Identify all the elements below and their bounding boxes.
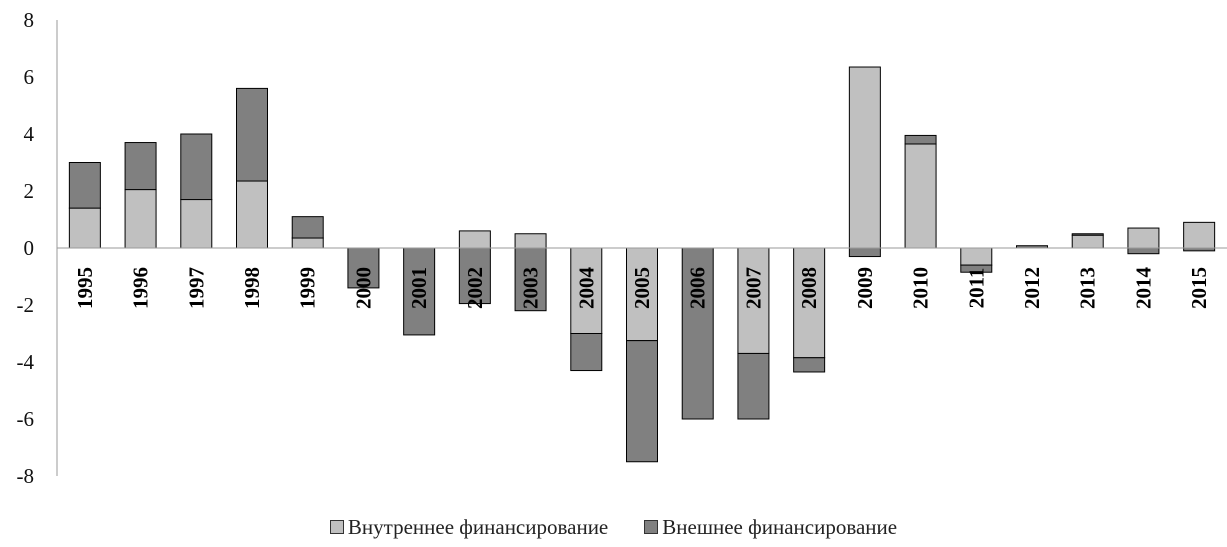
bar-segment-external-1998 <box>236 87 268 182</box>
x-tick-label: 2012 <box>1020 267 1044 309</box>
x-tick-label: 1996 <box>129 267 153 309</box>
x-tick-label: 2002 <box>463 267 487 309</box>
y-tick-label: 2 <box>24 179 35 203</box>
bar-segment-external-2014 <box>1127 247 1160 255</box>
bar-segment-internal-2007 <box>737 247 770 354</box>
bar-segment-internal-1995 <box>68 207 101 249</box>
bar-segment-external-1996 <box>124 142 157 191</box>
bar-segment-internal-2011 <box>960 247 993 266</box>
x-tick-label: 1995 <box>73 267 97 309</box>
bars-layer <box>68 66 1216 463</box>
x-tick-label: 2015 <box>1187 267 1211 309</box>
bar-segment-external-2005 <box>626 340 658 463</box>
x-tick-label: 2013 <box>1076 267 1100 309</box>
bar-segment-external-1995 <box>68 162 101 209</box>
bar-segment-internal-1996 <box>124 189 157 249</box>
legend-label-internal: Внутреннее финансирование <box>347 514 609 539</box>
x-tick-label: 1997 <box>184 267 208 309</box>
y-tick-label: 0 <box>24 236 35 260</box>
legend: Внутреннее финансирование Внешнее финанс… <box>0 512 1227 542</box>
x-tick-label: 2007 <box>741 267 765 309</box>
bar-segment-external-2007 <box>737 352 770 420</box>
x-tick-label: 2008 <box>797 267 821 309</box>
bar-segment-internal-2015 <box>1183 221 1216 249</box>
bar-segment-internal-2002 <box>458 230 491 249</box>
bar-segment-internal-1999 <box>291 237 324 249</box>
bar-segment-external-1999 <box>291 216 324 239</box>
bar-segment-internal-2013 <box>1071 234 1104 249</box>
legend-label-external: Внешнее финансирование <box>662 514 898 539</box>
bar-segment-internal-1997 <box>180 199 213 249</box>
bar-segment-external-2000 <box>347 247 380 289</box>
x-tick-label: 2010 <box>909 267 933 309</box>
x-tick-label: 1999 <box>296 267 320 309</box>
x-tick-label: 2005 <box>630 267 654 309</box>
bar-segment-external-2008 <box>793 357 826 373</box>
bar-segment-external-2009 <box>848 247 881 258</box>
y-tick-label: -6 <box>17 407 35 431</box>
x-tick-label: 2003 <box>519 267 543 309</box>
bar-segment-internal-2005 <box>626 247 658 342</box>
y-tick-label: 8 <box>24 8 35 32</box>
legend-item-external: Внешнее финансирование <box>644 515 897 540</box>
y-tick-label: 4 <box>24 122 35 146</box>
bar-segment-internal-2009 <box>848 66 881 249</box>
bar-segment-external-2010 <box>904 134 937 145</box>
bar-segment-internal-1998 <box>236 180 268 249</box>
bar-segment-external-2011 <box>960 264 993 273</box>
x-tick-label: 1998 <box>240 267 264 309</box>
x-tick-label: 2000 <box>351 267 375 309</box>
y-tick-label: -2 <box>17 293 35 317</box>
x-tick-labels: 1995 1996 1997 1998 1999 2000 2001 2002 2003 2004… <box>73 267 1211 310</box>
x-tick-label: 2006 <box>686 267 710 309</box>
bar-segment-internal-2014 <box>1127 227 1160 249</box>
legend-swatch-external <box>644 520 659 534</box>
legend-item-internal: Внутреннее финансирование <box>329 514 609 540</box>
bar-segment-external-2004 <box>570 333 603 372</box>
bar-segment-internal-2003 <box>514 233 547 249</box>
x-tick-label: 2009 <box>853 267 877 309</box>
x-tick-label: 2011 <box>964 268 988 309</box>
bar-segment-internal-2010 <box>904 143 937 249</box>
bar-segment-external-2003 <box>514 247 547 312</box>
bar-segment-external-2006 <box>681 247 714 420</box>
legend-swatch-internal <box>329 520 344 534</box>
x-tick-label: 2014 <box>1131 267 1155 310</box>
y-tick-label: -8 <box>17 464 35 488</box>
bar-segment-external-2013 <box>1071 233 1104 236</box>
x-tick-label: 2001 <box>407 267 431 309</box>
x-tick-label: 2004 <box>574 267 598 310</box>
y-tick-label: 6 <box>24 65 35 89</box>
y-tick-label: -4 <box>17 350 35 374</box>
bar-segment-external-2001 <box>403 247 436 336</box>
y-axis: 8 6 4 2 0 -2 -4 -6 -8 <box>17 8 58 488</box>
bar-segment-external-1997 <box>180 133 213 201</box>
